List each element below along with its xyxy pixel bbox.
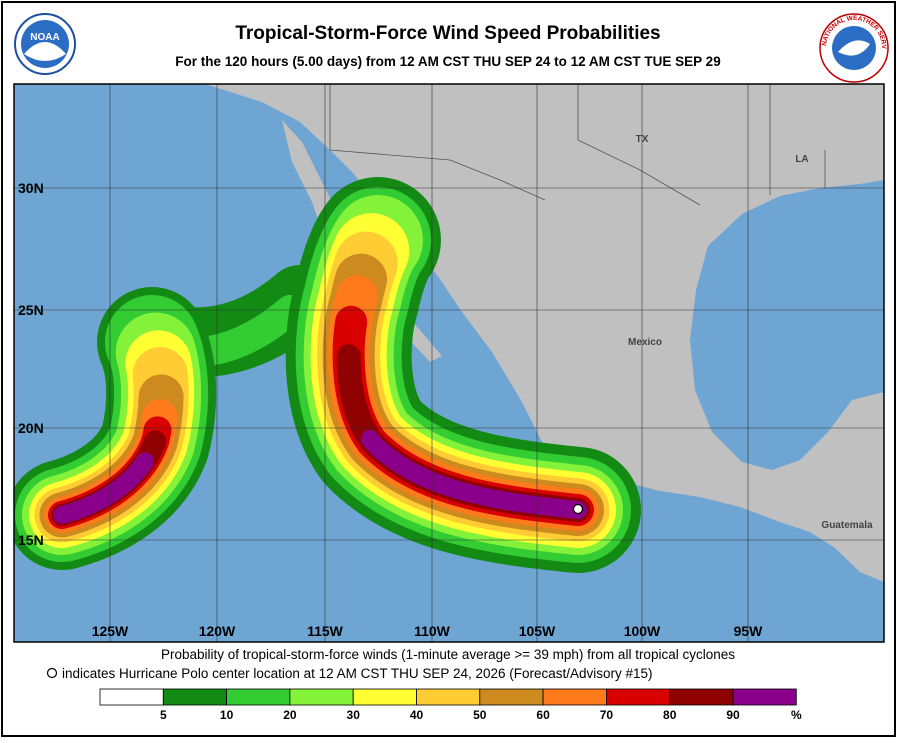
legend-label: 70 (600, 708, 614, 722)
legend-label: 60 (536, 708, 550, 722)
lon-label: 115W (307, 623, 344, 639)
legend-unit: % (791, 708, 802, 722)
map: 30N 25N 20N 15N 125W 120W 115W 110W 105W 100W 95W T… (14, 84, 884, 642)
legend-swatch (162, 688, 228, 706)
legend-label: 50 (473, 708, 487, 722)
noaa-logo: NOAA (14, 13, 76, 75)
storm-center (572, 503, 584, 515)
lon-label: 100W (624, 623, 661, 639)
footer-line1: Probability of tropical-storm-force wind… (161, 647, 735, 662)
legend-swatch (289, 688, 354, 706)
legend-swatch (226, 688, 291, 706)
legend-swatch (542, 688, 607, 706)
legend-swatch (99, 688, 164, 706)
map-border (13, 83, 885, 643)
legend-swatch (416, 688, 481, 706)
lon-label: 110W (414, 623, 451, 639)
footer-line2: indicates Hurricane Polo center location… (62, 666, 653, 681)
map-labels: 30N 25N 20N 15N 125W 120W 115W 110W 105W 100W 95W T… (18, 134, 873, 639)
lat-label: 20N (18, 420, 44, 436)
subtitle: For the 120 hours (5.00 days) from 12 AM… (175, 54, 720, 69)
place-label: TX (636, 134, 649, 145)
noaa-text: NOAA (30, 32, 59, 43)
legend-label: 80 (663, 708, 677, 722)
legend: 5 10 20 30 40 50 60 70 80 90% (99, 688, 802, 722)
place-label: LA (795, 154, 808, 165)
swath-level (53, 333, 171, 524)
title: Tropical-Storm-Force Wind Speed Probabil… (235, 23, 660, 44)
legend-label: 5 (160, 708, 167, 722)
place-label: Mexico (628, 337, 662, 348)
lat-label: 30N (18, 180, 44, 196)
center-symbol (46, 667, 58, 679)
legend-swatch (732, 688, 797, 706)
legend-label: 10 (220, 708, 234, 722)
legend-label: 90 (726, 708, 740, 722)
legend-swatch (479, 688, 544, 706)
legend-swatch (669, 688, 734, 706)
lat-label: 25N (18, 302, 44, 318)
legend-label: 20 (283, 708, 297, 722)
land (205, 84, 884, 582)
legend-label: 40 (410, 708, 424, 722)
lat-label: 15N (18, 532, 44, 548)
graticule (14, 84, 884, 642)
legend-label: 30 (347, 708, 361, 722)
borders (329, 84, 826, 206)
lon-label: 95W (734, 623, 764, 639)
swath-level (339, 231, 587, 519)
lon-label: 120W (199, 623, 236, 639)
lon-label: 105W (519, 623, 556, 639)
lon-label: 125W (92, 623, 129, 639)
legend-swatch (606, 688, 671, 706)
baja-peninsula (282, 120, 442, 362)
probability-swaths (14, 177, 641, 573)
place-label: Guatemala (821, 520, 873, 531)
legend-swatch (352, 688, 417, 706)
